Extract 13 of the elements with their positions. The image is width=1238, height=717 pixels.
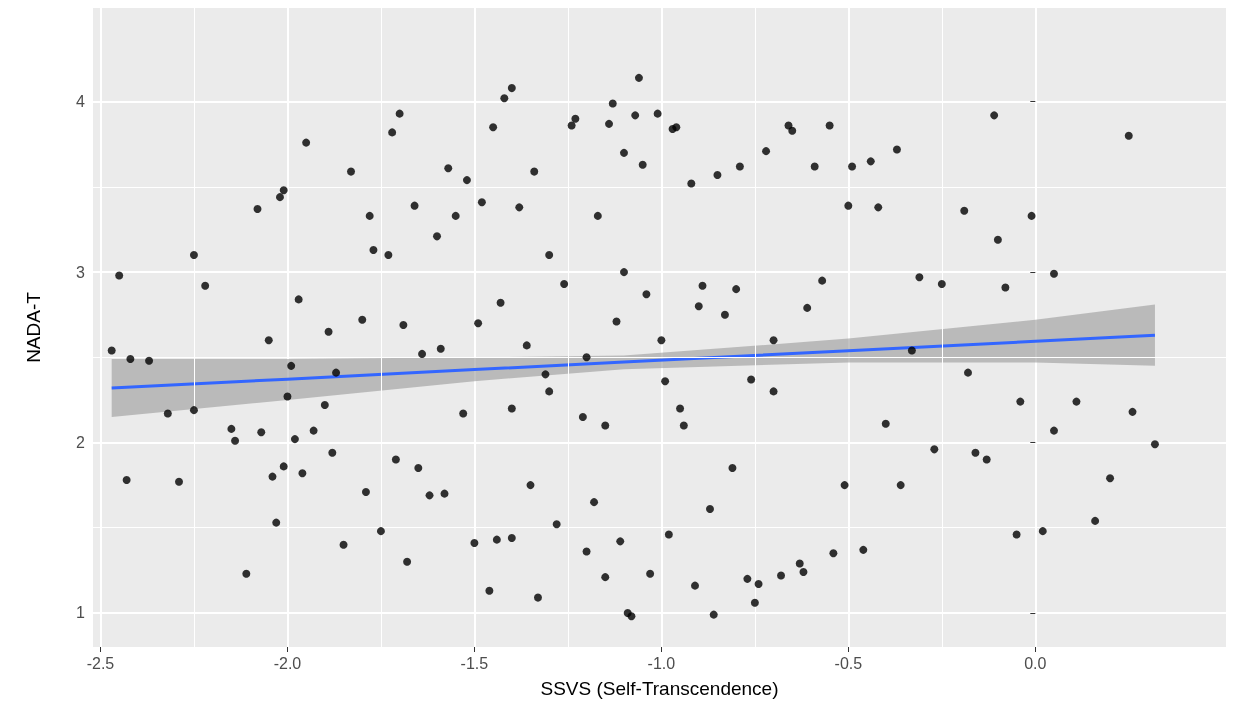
x-tick-label: -2.0	[273, 654, 302, 672]
x-tick-label: -1.0	[647, 654, 676, 672]
x-tick-label: -0.5	[834, 654, 863, 672]
y-axis-title: NADA-T	[23, 291, 44, 363]
x-tick-label: -1.5	[460, 654, 489, 672]
x-axis-title: SSVS (Self-Transcendence)	[540, 678, 779, 699]
y-tick-label: 4	[76, 93, 86, 111]
line-series	[110, 333, 1157, 390]
y-tick-label: 3	[76, 263, 86, 281]
y-tick-label: 1	[76, 604, 86, 622]
x-tick-label: 0.0	[1024, 654, 1047, 672]
y-tick-label: 2	[76, 434, 86, 452]
x-tick-label: -2.5	[86, 654, 115, 672]
